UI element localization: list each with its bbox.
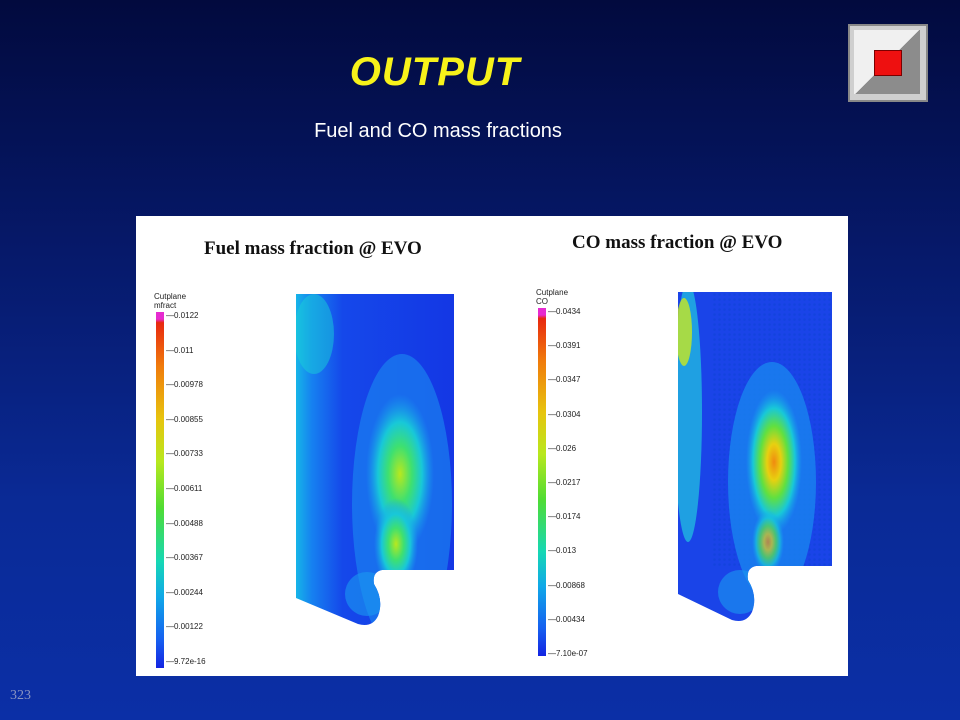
colorbar-tick-label: —0.00868: [548, 580, 585, 590]
colorbar-tick-label: —0.0122: [166, 311, 199, 320]
colorbar-tick-label: —0.0347: [548, 375, 581, 385]
simulation-figure: Fuel mass fraction @ EVO Cutplane mfract…: [136, 216, 848, 676]
colorbar-tick-label: —0.011: [166, 345, 194, 355]
fuel-panel-title: Fuel mass fraction @ EVO: [204, 238, 422, 259]
colorbar-tick-label: —0.00611: [166, 484, 203, 493]
colorbar-tick-label: —0.026: [548, 443, 577, 453]
co-colorbar-label: Cutplane CO: [536, 288, 569, 306]
home-button[interactable]: [848, 24, 928, 102]
slide-title: OUTPUT: [349, 50, 521, 94]
colorbar-tick-label: —0.0217: [548, 478, 581, 487]
colorbar-tick-label: —0.0391: [548, 341, 581, 351]
slide-subtitle: Fuel and CO mass fractions: [314, 120, 562, 142]
colorbar-tick-label: —0.0174: [548, 512, 581, 522]
page-number: 323: [10, 688, 31, 703]
co-colorbar: [538, 308, 546, 656]
colorbar-tick-label: —0.00733: [166, 449, 203, 459]
colorbar-tick-label: —0.00122: [166, 622, 203, 632]
colorbar-tick-label: —0.00488: [166, 518, 203, 528]
fuel-colorbar-label: Cutplane mfract: [154, 292, 187, 310]
colorbar-tick-label: —0.0304: [548, 409, 581, 419]
colorbar-tick-label: —7.10e-07: [548, 649, 588, 658]
co-panel-title: CO mass fraction @ EVO: [572, 232, 783, 253]
colorbar-tick-label: —0.00978: [166, 380, 203, 390]
co-contour-plot: [678, 292, 832, 621]
colorbar-tick-label: —9.72e-16: [166, 657, 206, 666]
fuel-contour-plot: [296, 294, 454, 625]
colorbar-tick-label: —0.00244: [166, 587, 203, 597]
colorbar-tick-label: —0.00367: [166, 553, 203, 563]
colorbar-tick-label: —0.00434: [548, 614, 585, 624]
fuel-colorbar: [156, 312, 164, 668]
colorbar-tick-label: —0.00855: [166, 414, 203, 424]
home-square-icon: [874, 50, 902, 76]
colorbar-tick-label: —0.0434: [548, 307, 581, 316]
colorbar-tick-label: —0.013: [548, 546, 577, 556]
